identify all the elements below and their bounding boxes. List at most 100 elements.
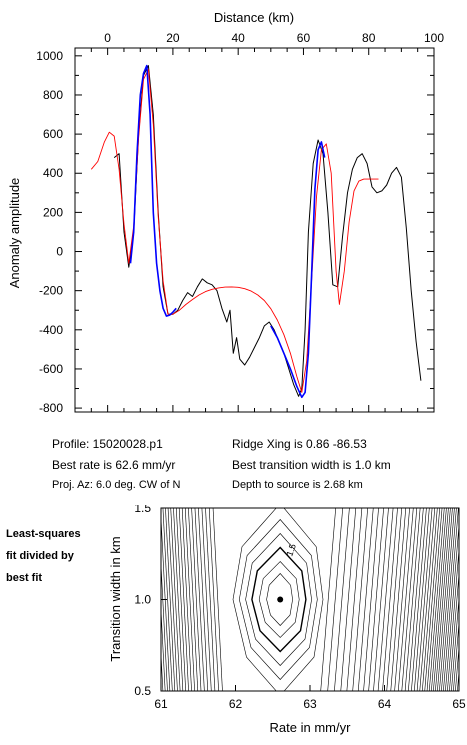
misfit-contour [238,519,318,680]
misfit-contour [334,508,350,691]
anomaly-series-2-line [129,64,177,317]
misfit-contour [251,546,307,653]
misfit-contour [431,508,447,691]
misfit-contour [435,508,451,691]
top-x-tick-label: 0 [104,31,111,45]
misfit-contour [188,508,199,691]
misfit-contour [184,508,195,691]
top-y-tick-label: -600 [39,362,63,376]
misfit-contour [245,533,312,666]
misfit-line-2: fit divided by [6,550,74,562]
misfit-contour [327,508,344,691]
misfit-contour [346,508,363,691]
misfit-contour [408,508,424,691]
bottom-y-tick-label: 0.5 [134,684,151,698]
contour-label: 1.5 [284,542,298,557]
misfit-contour [373,508,389,691]
misfit-contour [443,508,459,691]
top-x-tick-label: 100 [424,31,444,45]
bottom-x-axis-label: Rate in mm/yr [270,720,352,735]
bottom-x-tick-label: 65 [452,697,466,711]
anomaly-series-3-line [270,141,326,399]
misfit-contour [175,508,186,691]
top-plot-frame [74,47,435,413]
top-y-tick-label: 200 [43,205,63,219]
misfit-contour [205,508,216,691]
top-axis-ticks: 0 20 40 60 80 100 1000 800 600 400 200 0 -200 -400 -60… [36,31,444,415]
misfit-contour [161,558,168,691]
top-y-tick-label: -200 [39,284,63,298]
top-x-tick-label: 60 [297,31,311,45]
misfit-contour [181,508,192,691]
misfit-contour [320,508,337,691]
misfit-contour [357,508,374,691]
top-y-axis-label: Anomaly amplitude [7,178,22,289]
misfit-contour [191,508,202,691]
misfit-contour [428,508,445,691]
top-x-tick-label: 20 [166,31,180,45]
misfit-contour [445,521,459,691]
top-data-lines [90,64,422,399]
misfit-contour [424,508,441,691]
bottom-y-axis-label: Transition width in km [108,536,123,661]
misfit-contour [162,508,173,691]
best-rate-text: Best rate is 62.6 mm/yr [52,458,176,472]
misfit-contour [194,508,205,691]
misfit-contour [394,508,410,691]
misfit-contour [461,505,467,697]
misfit-contour [390,508,407,691]
bottom-x-tick-label: 62 [229,697,243,711]
bottom-axis-ticks: 61 62 63 64 65 1.5 1.0 0.5 [134,505,466,711]
misfit-contour [404,508,421,691]
top-x-tick-label: 80 [362,31,376,45]
top-y-tick-label: 600 [43,127,63,141]
misfit-contour [173,508,184,691]
misfit-contour [397,508,414,691]
misfit-contour-chart: 61 62 63 64 65 1.5 1.0 0.5 1.5 Rate in mm/yr Tr… [108,505,467,735]
top-y-tick-label: -800 [39,401,63,415]
top-y-tick-label: 800 [43,88,63,102]
misfit-contour [411,508,427,691]
misfit-line-1: Least-squares [6,528,81,540]
misfit-contour [382,508,398,691]
misfit-contour [232,508,324,691]
top-y-tick-label: 400 [43,166,63,180]
misfit-contour [208,508,219,691]
bottom-x-tick-label: 63 [303,697,317,711]
misfit-contour [212,508,223,691]
misfit-contour [368,508,384,691]
misfit-contour [426,508,443,691]
misfit-contour [459,505,467,697]
misfit-contour [340,508,357,691]
bottom-y-tick-label: 1.0 [134,593,151,607]
misfit-line-3: best fit [6,572,43,584]
misfit-contour [449,570,459,691]
anomaly-profile-chart: Distance (km) Anomaly amplitude 0 20 40 60 8… [7,10,444,415]
misfit-contour [414,508,430,691]
misfit-contour [161,648,164,691]
misfit-contour [419,508,436,691]
misfit-contour [377,508,394,691]
misfit-contour [266,573,293,626]
misfit-contour [178,508,189,691]
misfit-contour [433,508,449,691]
bottom-x-tick-label: 64 [378,697,392,711]
misfit-contour [455,643,459,691]
misfit-contour [165,508,176,691]
bottom-x-tick-label: 61 [154,697,168,711]
misfit-contour [363,508,379,691]
bottom-y-tick-label: 1.5 [134,505,151,515]
top-y-tick-label: -400 [39,323,63,337]
projection-text: Proj. Az: 6.0 deg. CW of N [52,479,181,491]
misfit-contour [201,508,212,691]
misfit-contour [352,508,368,691]
top-x-axis-label: Distance (km) [214,10,294,25]
misfit-contour [170,508,181,691]
misfit-contour [447,545,459,691]
misfit-contour [416,508,433,691]
contour-lines [161,505,467,697]
profile-text: Profile: 15020028.p1 [52,437,163,451]
best-transition-text: Best transition width is 1.0 km [232,458,391,472]
misfit-contour [198,508,209,691]
misfit-contour [161,604,166,691]
